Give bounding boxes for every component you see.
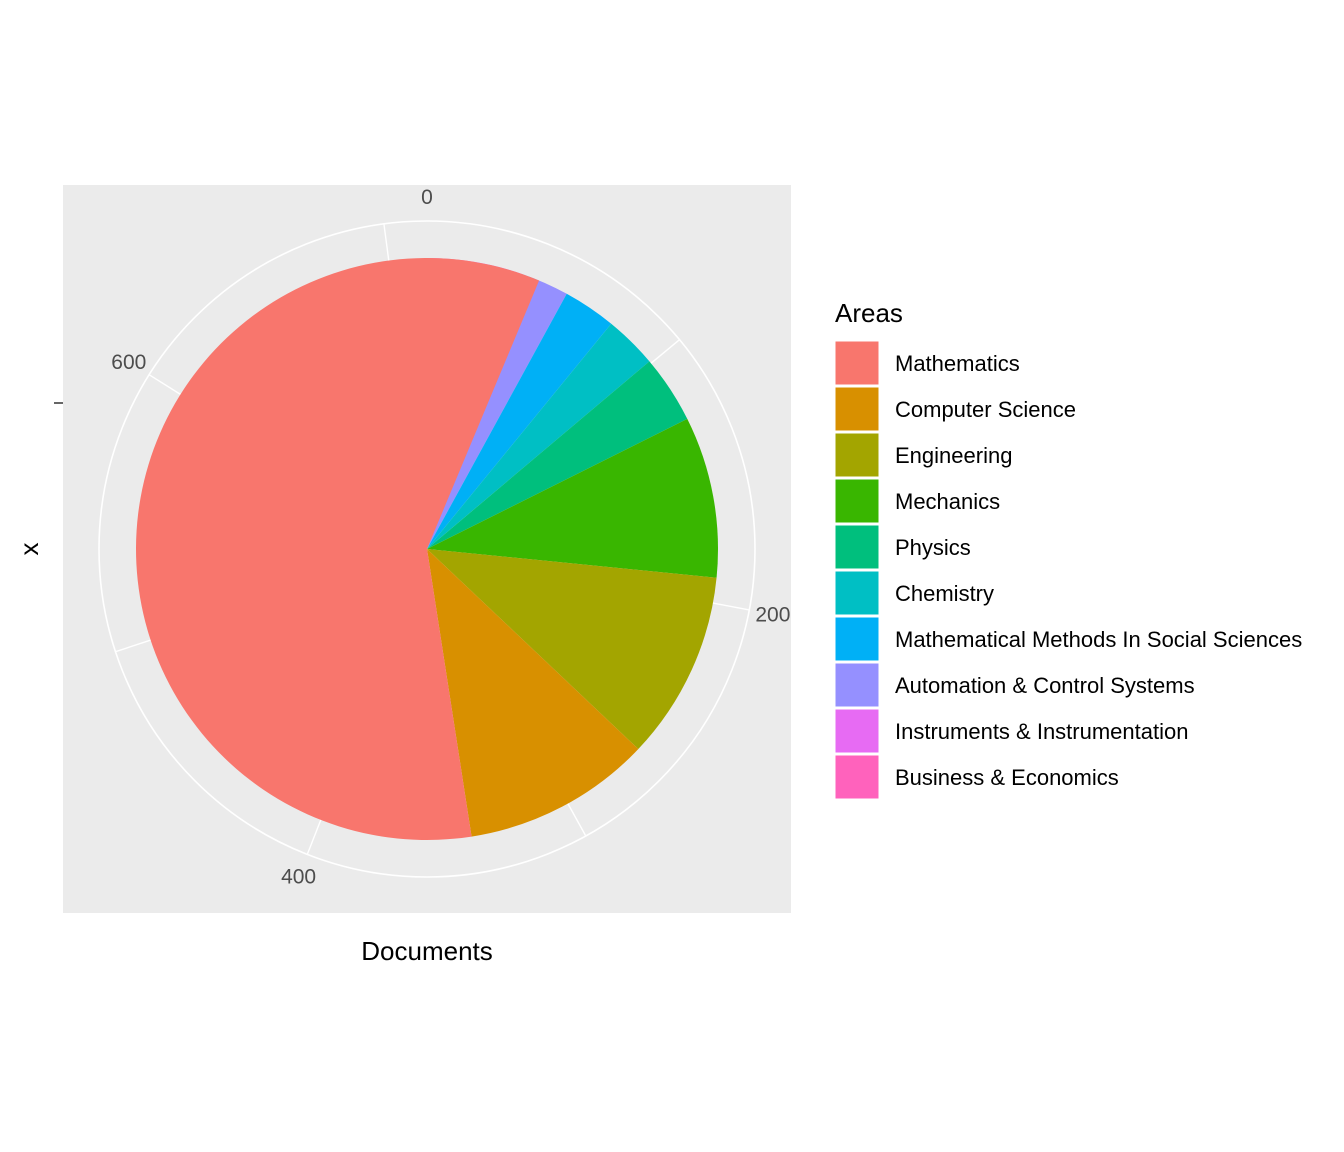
legend-key-mathematical-methods-in-social-sciences	[834, 616, 880, 662]
legend: Mathematics Computer Science Engineering Me…	[834, 340, 1302, 800]
legend-label-computer-science: Computer Science	[895, 397, 1076, 422]
legend-label-instruments-instrumentation: Instruments & Instrumentation	[895, 719, 1188, 744]
legend-label-physics: Physics	[895, 535, 971, 560]
theta-tick-label: 200	[755, 603, 790, 626]
pie-slice-mechanics	[427, 418, 719, 578]
theta-tick-label: 400	[281, 866, 316, 889]
legend-key-business-economics	[834, 754, 880, 800]
slices-layer	[136, 258, 719, 841]
theta-tick-label: 600	[111, 351, 146, 374]
pie-slice-automation-control-systems	[427, 274, 567, 549]
grid-circle	[98, 220, 756, 878]
legend-key-computer-science	[834, 386, 880, 432]
pie-slice-mathematics	[136, 258, 540, 841]
legend-key-automation-control-systems	[834, 662, 880, 708]
y-axis-title: x	[14, 543, 44, 556]
pie-slice-engineering	[427, 549, 717, 750]
legend-label-chemistry: Chemistry	[895, 581, 994, 606]
legend-label-mathematics: Mathematics	[895, 351, 1020, 376]
legend-key-mathematics	[834, 340, 880, 386]
legend-key-physics	[834, 524, 880, 570]
pie-slice-computer-science	[427, 549, 639, 837]
legend-key-mechanics	[834, 478, 880, 524]
pie-slice-mathematical-methods-in-social-sciences	[427, 293, 612, 549]
theta-tick-label: 0	[421, 186, 433, 209]
legend-key-chemistry	[834, 570, 880, 616]
legend-label-engineering: Engineering	[895, 443, 1012, 468]
pie-slice-physics	[427, 361, 688, 549]
legend-key-instruments-instrumentation	[834, 708, 880, 754]
x-axis-title: Documents	[361, 936, 493, 966]
legend-label-mathematical-methods-in-social-sciences: Mathematical Methods In Social Sciences	[895, 627, 1302, 652]
pie-slice-chemistry	[427, 323, 650, 549]
legend-label-automation-control-systems: Automation & Control Systems	[895, 673, 1195, 698]
theta-ticks: 0 200 400 600	[111, 186, 790, 889]
legend-label-business-economics: Business & Economics	[895, 765, 1119, 790]
legend-title: Areas	[835, 298, 903, 328]
legend-key-engineering	[834, 432, 880, 478]
legend-label-mechanics: Mechanics	[895, 489, 1000, 514]
